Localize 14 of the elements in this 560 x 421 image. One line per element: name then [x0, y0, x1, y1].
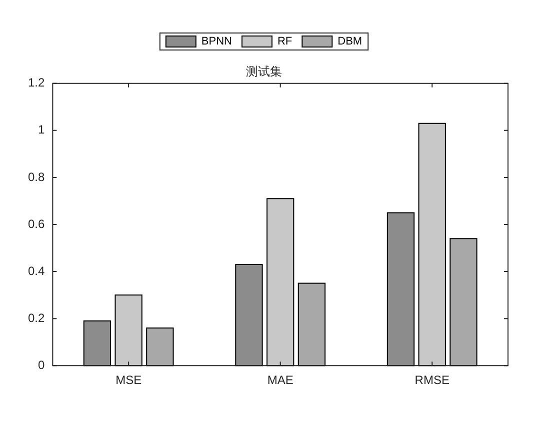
x-tick-label: MAE [267, 373, 294, 388]
chart-title: 测试集 [246, 64, 282, 78]
y-tick-label: 0.6 [28, 216, 45, 231]
x-tick-label: MSE [116, 373, 142, 388]
y-tick-label: 1.2 [28, 76, 45, 90]
y-tick-label: 0 [38, 358, 45, 372]
legend-label: BPNN [201, 36, 232, 48]
x-tick-label: RMSE [414, 373, 450, 388]
legend-label: RF [277, 36, 292, 48]
y-tick-label: 0.4 [28, 264, 45, 278]
y-tick-label: 0.8 [28, 170, 45, 184]
legend-label: DBM [338, 36, 362, 48]
y-tick-label: 1 [38, 122, 45, 137]
y-tick-label: 0.2 [28, 310, 45, 325]
